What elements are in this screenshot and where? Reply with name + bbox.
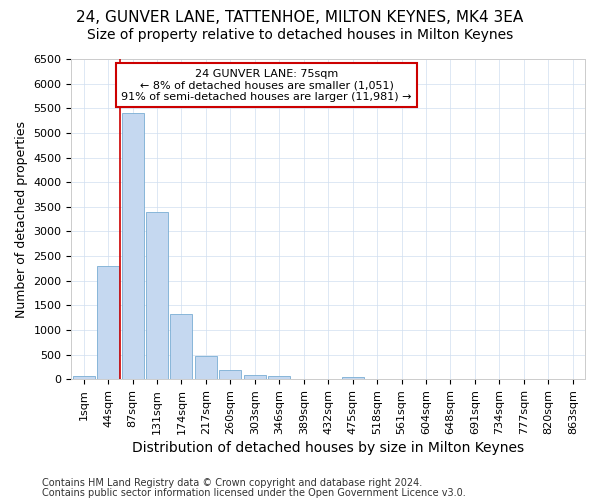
Text: 24, GUNVER LANE, TATTENHOE, MILTON KEYNES, MK4 3EA: 24, GUNVER LANE, TATTENHOE, MILTON KEYNE… <box>76 10 524 25</box>
Bar <box>73 376 95 379</box>
Bar <box>122 113 143 379</box>
Bar <box>220 370 241 379</box>
Bar <box>97 266 119 379</box>
Text: Contains public sector information licensed under the Open Government Licence v3: Contains public sector information licen… <box>42 488 466 498</box>
Text: Size of property relative to detached houses in Milton Keynes: Size of property relative to detached ho… <box>87 28 513 42</box>
Bar <box>341 376 364 379</box>
X-axis label: Distribution of detached houses by size in Milton Keynes: Distribution of detached houses by size … <box>132 441 524 455</box>
Bar <box>146 212 168 379</box>
Bar <box>268 376 290 379</box>
Y-axis label: Number of detached properties: Number of detached properties <box>15 120 28 318</box>
Bar <box>195 356 217 379</box>
Text: Contains HM Land Registry data © Crown copyright and database right 2024.: Contains HM Land Registry data © Crown c… <box>42 478 422 488</box>
Bar <box>170 314 193 379</box>
Text: 24 GUNVER LANE: 75sqm
← 8% of detached houses are smaller (1,051)
91% of semi-de: 24 GUNVER LANE: 75sqm ← 8% of detached h… <box>121 68 412 102</box>
Bar <box>244 376 266 379</box>
